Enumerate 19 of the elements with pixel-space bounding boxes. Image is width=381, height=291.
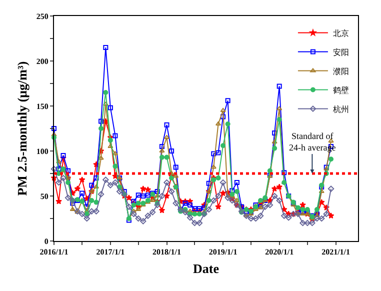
y-tick-label: 250 [36,12,48,21]
legend-label: 鹤壁 [332,86,349,95]
x-tick-label: 2018/1/1 [152,248,181,257]
x-axis-title: Date [193,261,220,276]
x-tick-label: 2016/1/1 [40,248,68,257]
x-tick-label: 2020/1/1 [265,248,294,257]
x-tick-label: 2021/1/1 [322,248,350,257]
legend-label: 安阳 [332,48,349,57]
y-tick-label: 100 [36,146,48,156]
x-tick-label: 2019/1/1 [208,248,238,257]
y-tick-label: 150 [36,102,48,111]
y-tick-label: 0 [44,236,48,246]
legend-label: 濮阳 [332,66,349,76]
y-tick-label: 50 [40,192,48,201]
legend-label: 北京 [332,28,349,38]
y-axis-title: PM 2.5-monthly (μg/m³) [14,61,30,196]
x-tick-label: 2017/1/1 [96,248,125,257]
legend-label: 杭州 [332,104,349,114]
y-tick-label: 200 [36,56,48,66]
